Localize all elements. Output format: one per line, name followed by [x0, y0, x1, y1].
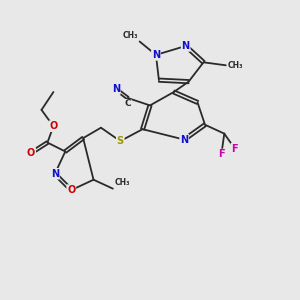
Text: S: S [117, 136, 124, 146]
Text: N: N [152, 50, 160, 60]
Text: N: N [182, 41, 190, 51]
Text: N: N [51, 169, 59, 179]
Text: O: O [27, 148, 35, 158]
Text: CH₃: CH₃ [123, 31, 138, 40]
Text: F: F [218, 149, 225, 160]
Text: CH₃: CH₃ [114, 178, 130, 187]
Text: C: C [124, 100, 131, 109]
Text: CH₃: CH₃ [227, 61, 243, 70]
Text: F: F [231, 143, 238, 154]
Text: O: O [49, 121, 58, 131]
Text: N: N [112, 84, 120, 94]
Text: O: O [67, 185, 75, 195]
Text: N: N [180, 135, 188, 145]
